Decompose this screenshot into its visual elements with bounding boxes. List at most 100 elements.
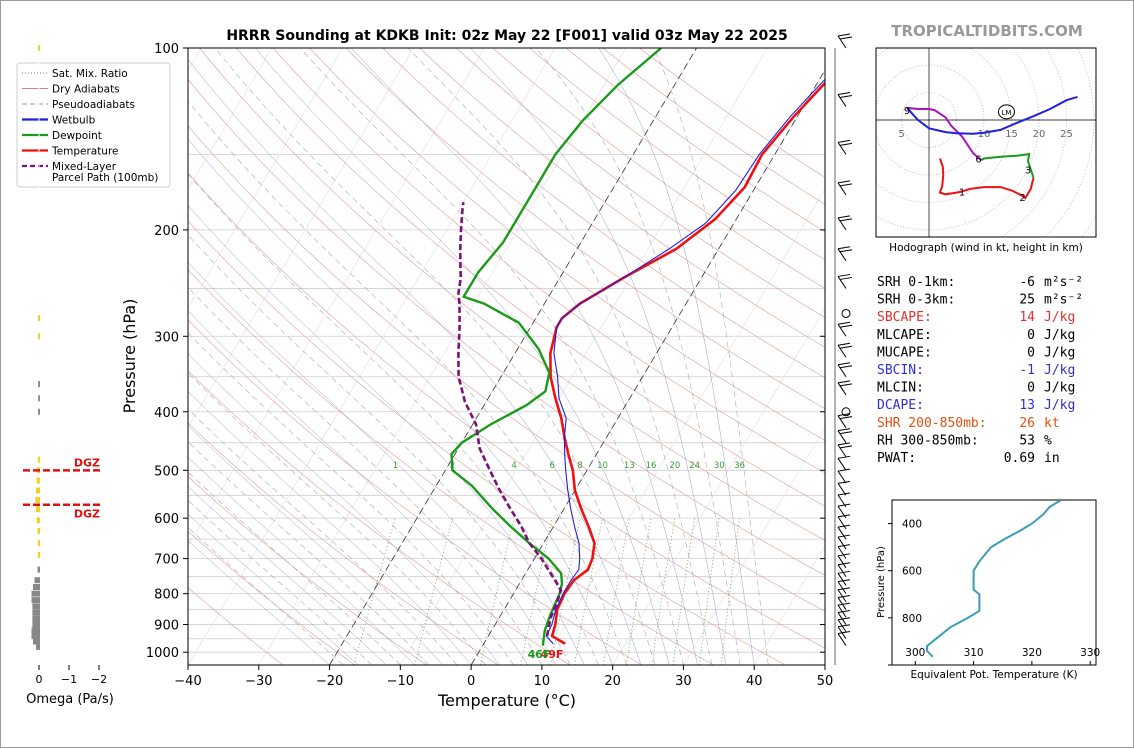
isotherm-line	[188, 48, 485, 547]
barb-shaft	[837, 458, 847, 471]
wind-barb	[837, 579, 851, 594]
indices-table: SRH 0-1km: -6 m²s⁻² SRH 0-3km: 25 m²s⁻² SBCAPE…	[877, 275, 1083, 466]
barb-shaft	[837, 505, 847, 519]
barb-flag	[839, 95, 853, 99]
omega-bar	[35, 497, 40, 504]
omega-bar	[32, 615, 40, 622]
isotherm-line	[188, 48, 414, 428]
barb-flag	[837, 455, 851, 459]
dry-adiabat	[188, 587, 284, 665]
index-unit: %	[1044, 433, 1052, 448]
dry-adiabat	[188, 319, 642, 665]
index-unit: J/kg	[1044, 363, 1075, 378]
dry-adiabat	[188, 422, 499, 665]
omega-bar	[37, 540, 40, 547]
reference-isotherm	[470, 69, 825, 665]
wetbulb-adiabat	[188, 261, 557, 665]
hodo-ring-label: 5	[898, 129, 904, 140]
legend-label: Pseudoadiabats	[52, 99, 135, 111]
theta-y-tick-label: 800	[902, 613, 922, 625]
wind-barb	[837, 455, 851, 471]
omega-bar	[38, 315, 40, 322]
omega-bar	[36, 517, 40, 524]
barb-shaft	[837, 470, 847, 484]
barb-shaft	[837, 564, 847, 577]
theta-y-label: Pressure (hPa)	[876, 546, 887, 618]
barb-shaft	[837, 142, 847, 155]
hodograph-caption: Hodograph (wind in kt, height in km)	[889, 242, 1083, 254]
barb-flag	[839, 416, 853, 420]
pseudoadiabat	[188, 100, 628, 665]
x-tick-label: 0	[467, 674, 475, 689]
omega-bar	[31, 627, 40, 634]
hodo-ring-label: 15	[1005, 129, 1018, 140]
omega-bar	[34, 577, 40, 584]
reference-isotherm	[329, 48, 697, 665]
barb-shaft	[837, 248, 847, 262]
barb-shaft	[837, 581, 847, 594]
omega-bar	[38, 45, 40, 51]
profile-mixed-layer-parcel-path-100mb-	[457, 202, 563, 637]
x-tick-label: 10	[534, 674, 551, 689]
wind-barb	[837, 139, 853, 155]
barb-flag	[837, 624, 851, 628]
wind-barbs	[834, 33, 853, 665]
index-unit: J/kg	[1044, 345, 1075, 360]
mixing-ratio-label: 13	[624, 461, 635, 471]
theta-e-line	[926, 500, 1062, 658]
barb-flag	[839, 142, 853, 146]
wind-barb	[837, 480, 851, 496]
dgz-label: DGZ	[74, 508, 100, 521]
omega-bar	[36, 643, 40, 650]
index-value: 25	[1019, 293, 1035, 308]
barb-shaft	[837, 626, 847, 640]
dry-adiabat	[188, 370, 571, 665]
barb-shaft	[837, 430, 847, 443]
mixing-ratio-label: 24	[689, 461, 700, 471]
wind-barb	[837, 215, 853, 231]
wetbulb-adiabat	[188, 205, 585, 665]
legend-label: Mixed-Layer	[52, 161, 117, 173]
index-label: DCAPE:	[877, 398, 924, 413]
barb-shaft	[837, 573, 847, 586]
index-unit: J/kg	[1044, 310, 1075, 325]
dry-adiabat	[272, 48, 825, 474]
mixing-ratio-label: 16	[646, 461, 657, 471]
mixing-ratio-line	[672, 518, 695, 665]
index-unit: J/kg	[1044, 381, 1075, 396]
pseudoadiabat	[188, 372, 486, 665]
barb-flag	[839, 249, 853, 253]
pseudoadiabat	[188, 408, 458, 665]
calm-wind-circle	[841, 308, 851, 318]
hodo-segment	[906, 95, 1078, 135]
barb-flag	[837, 617, 851, 621]
mixing-ratio-label: 10	[597, 461, 608, 471]
wind-barb	[837, 617, 851, 633]
profile-dewpoint	[450, 48, 662, 646]
isotherm-line	[612, 307, 825, 665]
omega-bar	[36, 487, 40, 494]
index-label: SBCAPE:	[877, 310, 932, 325]
x-tick-label: −40	[174, 674, 201, 689]
dry-adiabat	[188, 530, 355, 665]
barb-flag	[839, 383, 853, 387]
y-tick-label: 900	[154, 619, 179, 634]
barb-shaft	[837, 597, 847, 610]
theta-x-tick-label: 300	[905, 647, 925, 659]
isotherm-line	[683, 426, 825, 665]
barb-flag	[837, 180, 851, 184]
legend-label: Temperature	[51, 146, 119, 158]
calm-wind-circle	[841, 407, 851, 417]
mixing-ratio-label: 36	[734, 461, 745, 471]
pseudoadiabat	[300, 48, 684, 665]
dry-adiabat	[235, 48, 825, 507]
wind-barb	[837, 503, 851, 519]
index-unit: J/kg	[1044, 398, 1075, 413]
y-axis-label: Pressure (hPa)	[120, 299, 139, 414]
legend-label: Sat. Mix. Ratio	[52, 68, 128, 80]
pseudoadiabat	[188, 441, 429, 665]
mixing-ratio-label: 20	[669, 461, 680, 471]
barb-flag	[837, 570, 851, 574]
storm-motion-marker	[998, 104, 1015, 120]
